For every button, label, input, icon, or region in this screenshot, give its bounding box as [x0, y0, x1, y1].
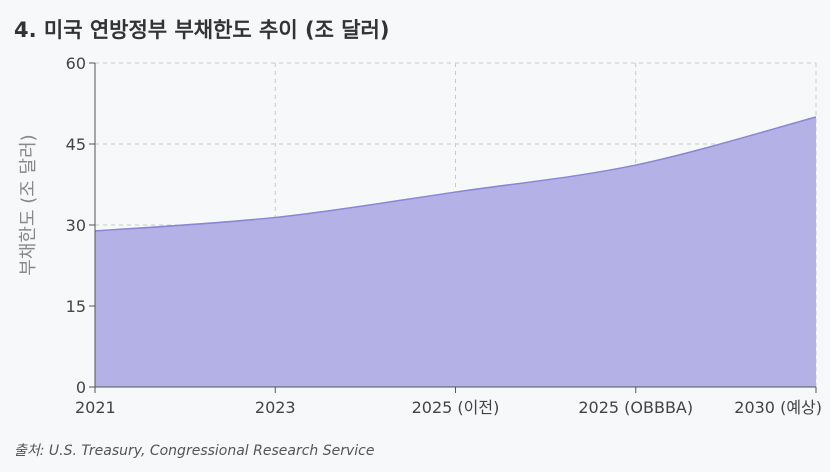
x-tick-label-1: 2023: [255, 398, 296, 417]
y-axis-label: 부채한도 (조 달러): [18, 134, 39, 275]
area-fill: [95, 117, 816, 387]
x-tick-label-4: 2030 (예상): [734, 398, 822, 417]
y-tick-label-0: 0: [76, 378, 86, 397]
y-tick-label-4: 60: [66, 54, 86, 73]
y-ticks: 0 15 30 45 60: [66, 54, 95, 397]
x-tick-label-2: 2025 (이전): [412, 398, 500, 417]
x-tick-label-3: 2025 (OBBBA): [578, 398, 693, 417]
y-tick-label-2: 30: [66, 216, 86, 235]
source-note: 출처: U.S. Treasury, Congressional Researc…: [14, 443, 375, 459]
y-tick-label-1: 15: [66, 297, 86, 316]
y-tick-label-3: 45: [66, 135, 86, 154]
x-ticks: 2021 2023 2025 (이전) 2025 (OBBBA) 2030 (예상): [75, 387, 822, 417]
chart-title: 4. 미국 연방정부 부채한도 추이 (조 달러): [14, 18, 390, 42]
area-line: [94, 116, 817, 232]
x-tick-label-0: 2021: [75, 398, 116, 417]
